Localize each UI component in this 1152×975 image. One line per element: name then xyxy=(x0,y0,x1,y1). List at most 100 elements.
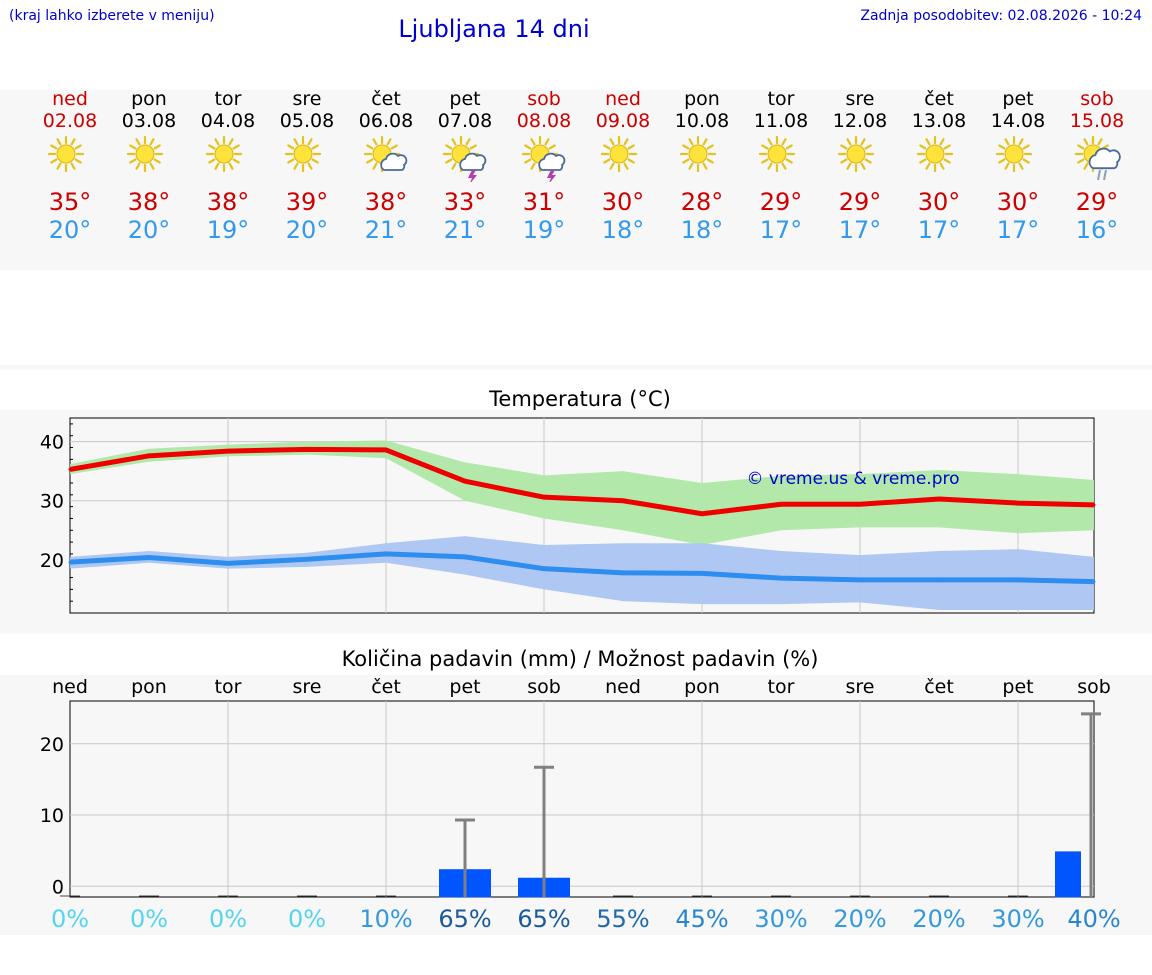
day-date: 13.08 xyxy=(911,110,967,132)
precip-day-label: čet xyxy=(371,676,401,698)
day-name: čet xyxy=(371,88,401,110)
max-temperature: 38° xyxy=(127,188,171,216)
max-temperature: 30° xyxy=(601,188,645,216)
precip-probability: 0% xyxy=(208,905,248,933)
day-name: pon xyxy=(684,88,720,110)
tmax-range-band xyxy=(70,440,1094,546)
weather-icon-holder xyxy=(599,134,647,182)
precip-probability: 20% xyxy=(833,905,887,933)
day-date: 11.08 xyxy=(753,110,809,132)
precip-day-label: pon xyxy=(131,676,167,698)
min-temperature: 17° xyxy=(996,216,1040,244)
sun-icon xyxy=(837,135,875,173)
day-date: 07.08 xyxy=(437,110,493,132)
min-temperature: 19° xyxy=(522,216,566,244)
precip-day-label: sre xyxy=(292,676,322,698)
day-column: sob 15.08 29° 16° xyxy=(1057,88,1137,244)
precip-chart-title: Količina padavin (mm) / Možnost padavin … xyxy=(341,647,819,671)
day-column: ned 09.08 30° 18° xyxy=(583,88,663,244)
tmax-point xyxy=(463,479,467,483)
max-temperature: 38° xyxy=(364,188,408,216)
precip-day-label: pet xyxy=(449,676,481,698)
precip-day-label: tor xyxy=(214,676,242,698)
tmax-point xyxy=(700,512,704,516)
weather-icon-holder xyxy=(283,134,331,182)
region-menu-note[interactable]: (kraj lahko izberete v meniju) xyxy=(9,8,215,24)
min-temperature: 19° xyxy=(206,216,250,244)
day-column: čet 13.08 30° 17° xyxy=(899,88,979,244)
weather-icon-holder xyxy=(915,134,963,182)
min-temperature: 21° xyxy=(443,216,487,244)
tmax-point xyxy=(147,454,151,458)
day-column: sre 05.08 39° 20° xyxy=(267,88,347,244)
precip-probability: 40% xyxy=(1067,905,1121,933)
tmin-point xyxy=(68,560,72,564)
tmax-point xyxy=(1092,503,1096,507)
precip-plot-area xyxy=(69,700,1095,898)
weather-icon-holder xyxy=(678,134,726,182)
day-date: 10.08 xyxy=(674,110,730,132)
sun-icon xyxy=(679,135,717,173)
precip-ytick-label: 0 xyxy=(52,876,64,898)
precip-probability: 0% xyxy=(287,905,327,933)
precip-probability: 0% xyxy=(129,905,169,933)
day-name: ned xyxy=(52,88,88,110)
daily-forecast: ned 02.08 35° 20° pon 03.08 38° 20° tor 04.08 38° 1… xyxy=(0,88,1152,258)
precip-probability: 65% xyxy=(438,905,492,933)
max-temperature: 29° xyxy=(1075,188,1119,216)
max-temperature: 35° xyxy=(48,188,92,216)
tmin-point xyxy=(621,571,625,575)
divider-band xyxy=(0,365,1152,370)
min-temperature: 17° xyxy=(759,216,803,244)
precip-day-label: pet xyxy=(1002,676,1034,698)
max-temperature: 29° xyxy=(838,188,882,216)
max-temperature: 28° xyxy=(680,188,724,216)
day-column: pon 10.08 28° 18° xyxy=(662,88,742,244)
sun-icon xyxy=(205,135,243,173)
min-temperature: 20° xyxy=(127,216,171,244)
day-name: tor xyxy=(767,88,795,110)
page-title: Ljubljana 14 dni xyxy=(398,15,590,43)
min-temperature: 16° xyxy=(1075,216,1119,244)
tmin-point xyxy=(700,571,704,575)
max-temperature: 30° xyxy=(917,188,961,216)
tmin-point xyxy=(779,576,783,580)
weather-icon-holder xyxy=(125,134,173,182)
day-column: pon 03.08 38° 20° xyxy=(109,88,189,244)
tmin-point xyxy=(463,555,467,559)
weather-icon-holder xyxy=(362,134,410,182)
forecast-band xyxy=(0,90,1152,270)
precip-probability: 30% xyxy=(754,905,808,933)
precip-day-label: pon xyxy=(684,676,720,698)
tmin-point xyxy=(937,578,941,582)
weather-icon-holder xyxy=(1073,134,1121,182)
precip-day-label: ned xyxy=(52,676,88,698)
precip-probability: 65% xyxy=(517,905,571,933)
day-column: tor 11.08 29° 17° xyxy=(741,88,821,244)
watermark-text: © vreme.us & vreme.pro xyxy=(746,469,959,489)
min-temperature: 17° xyxy=(838,216,882,244)
temperature-chart-title: Temperatura (°C) xyxy=(489,387,671,411)
sun-thunderstorm-icon xyxy=(521,135,566,185)
min-temperature: 20° xyxy=(48,216,92,244)
day-date: 02.08 xyxy=(42,110,98,132)
precip-probability: 20% xyxy=(912,905,966,933)
precip-day-label: sob xyxy=(1077,676,1111,698)
min-temperature: 17° xyxy=(917,216,961,244)
day-date: 15.08 xyxy=(1069,110,1125,132)
tmin-point xyxy=(1016,578,1020,582)
min-temperature: 18° xyxy=(601,216,645,244)
max-temperature: 33° xyxy=(443,188,487,216)
precip-day-label: sre xyxy=(845,676,875,698)
precip-probability: 45% xyxy=(675,905,729,933)
sun-cloud-icon xyxy=(363,135,408,173)
day-column: pet 14.08 30° 17° xyxy=(978,88,1058,244)
weather-icon-holder xyxy=(204,134,252,182)
day-column: čet 06.08 38° 21° xyxy=(346,88,426,244)
sun-thunderstorm-icon xyxy=(442,135,487,185)
precip-probability: 10% xyxy=(359,905,413,933)
day-name: pon xyxy=(131,88,167,110)
day-name: pet xyxy=(1002,88,1034,110)
tmax-point xyxy=(542,495,546,499)
